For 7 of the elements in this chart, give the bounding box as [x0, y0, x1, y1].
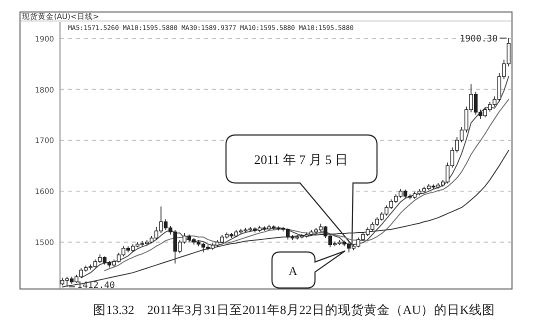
caption: 图13.32 2011年3月31日至2011年8月22日的现货黄金（AU）的日K线图 — [93, 303, 495, 317]
annotation: 2011 年 7 月 5 日 — [254, 152, 348, 167]
annotation: A — [288, 264, 298, 278]
line-series — [80, 76, 510, 278]
annotation: 1900.30 — [460, 34, 498, 45]
line-series — [62, 150, 510, 288]
annotation: 1412.40 — [77, 281, 115, 291]
